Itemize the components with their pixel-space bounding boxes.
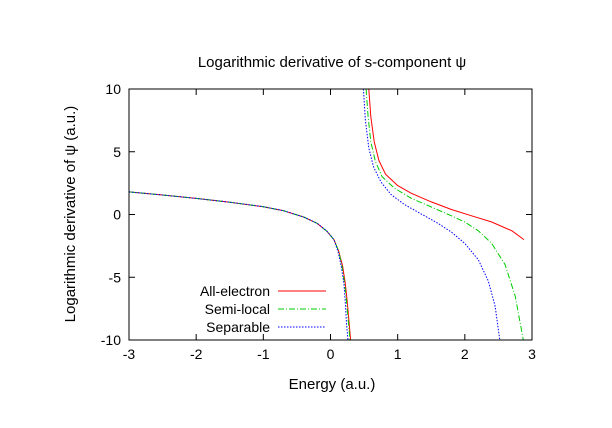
legend-label-all-electron: All-electron	[200, 283, 270, 299]
y-tick-label: 0	[113, 207, 121, 223]
y-tick-label: -10	[101, 332, 121, 348]
series-line-semi-local	[365, 89, 524, 340]
legend-label-separable: Separable	[206, 319, 270, 335]
series-line-separable	[362, 89, 501, 340]
series-line-separable	[129, 191, 349, 340]
series-line-semi-local	[129, 191, 351, 340]
x-tick-label: 2	[461, 346, 469, 362]
y-axis-label: Logarithmic derivative of ψ (a.u.)	[62, 106, 79, 323]
x-axis-label: Energy (a.u.)	[289, 376, 376, 393]
y-tick-label: 10	[105, 81, 121, 97]
y-tick-label: -5	[109, 269, 122, 285]
x-tick-label: 0	[327, 346, 335, 362]
x-axis-ticks: -3 -2 -1 0 1 2 3	[123, 89, 536, 362]
y-axis-ticks: -10 -5 0 5 10	[101, 81, 532, 348]
x-tick-label: 3	[528, 346, 536, 362]
x-tick-label: -3	[123, 346, 136, 362]
x-tick-label: 1	[394, 346, 402, 362]
plot-frame	[128, 88, 533, 341]
legend: All-electron Semi-local Separable	[200, 283, 326, 335]
y-tick-label: 5	[113, 144, 121, 160]
legend-label-semi-local: Semi-local	[205, 301, 270, 317]
x-tick-label: -2	[190, 346, 203, 362]
chart-title: Logarithmic derivative of s-component ψ	[198, 54, 466, 71]
series-line-all-electron	[368, 89, 525, 241]
x-tick-label: -1	[257, 346, 270, 362]
plot-lines	[129, 89, 525, 340]
series-line-all-electron	[129, 191, 352, 340]
